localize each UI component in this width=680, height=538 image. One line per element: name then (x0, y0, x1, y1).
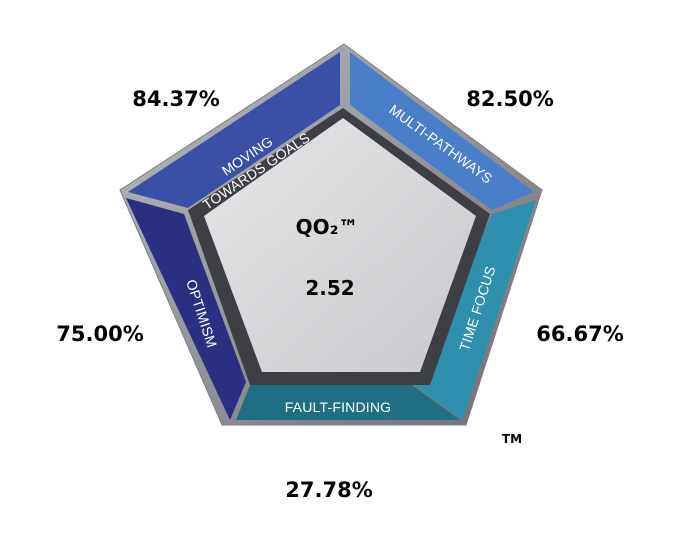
center-title: QO₂™ (296, 215, 359, 239)
percent-fault-finding: 27.78% (285, 478, 372, 502)
segment-time-focus (414, 200, 536, 420)
trademark-mark: TM (502, 432, 522, 446)
segment-optimism (126, 198, 246, 420)
center-value: 2.52 (305, 276, 354, 300)
segment-moving-towards-goals (128, 52, 340, 208)
percent-optimism: 75.00% (56, 322, 143, 346)
percent-multi-pathways: 82.50% (466, 87, 553, 111)
segment-multi-pathways (350, 52, 534, 210)
segment-fault-finding (236, 385, 460, 420)
percent-moving-towards-goals: 84.37% (132, 87, 219, 111)
percent-time-focus: 66.67% (536, 322, 623, 346)
inner-pentagon (204, 118, 476, 372)
segment-label-fault-finding: FAULT-FINDING (285, 399, 392, 415)
